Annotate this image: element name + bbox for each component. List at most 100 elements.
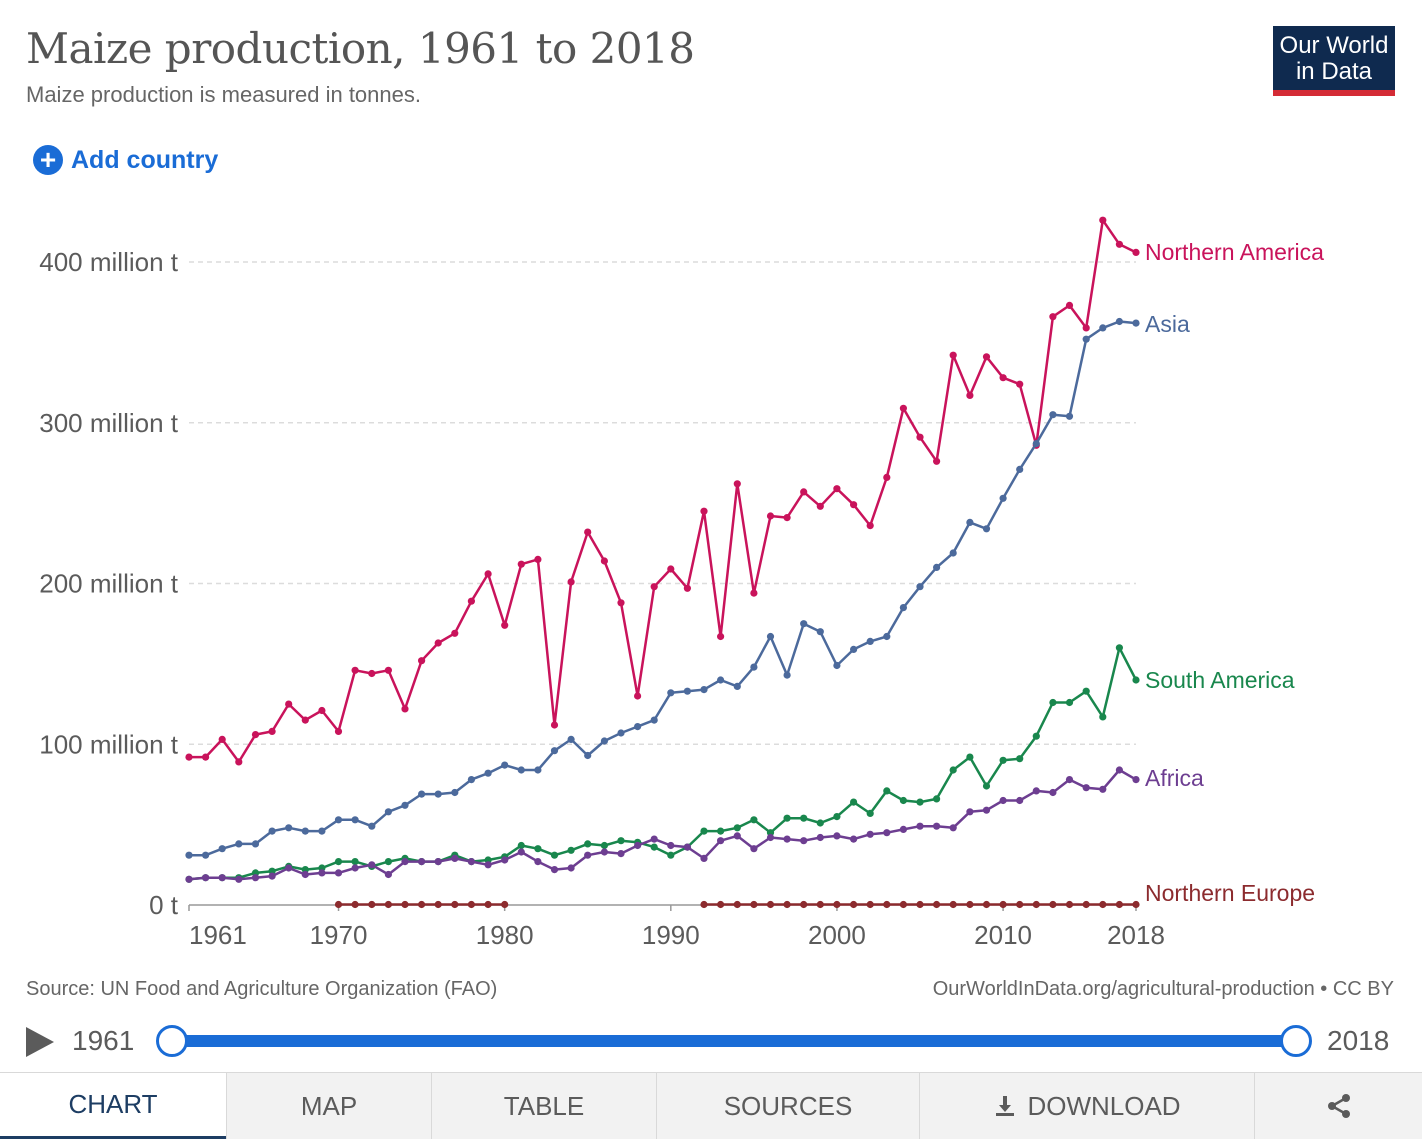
- data-point: [418, 790, 426, 798]
- timeline-end-handle[interactable]: [1280, 1025, 1312, 1057]
- data-point: [966, 518, 974, 527]
- tab-map[interactable]: MAP: [226, 1073, 431, 1139]
- data-point: [717, 827, 725, 835]
- y-tick-label: 300 million t: [39, 408, 179, 438]
- tab-share[interactable]: [1254, 1073, 1422, 1139]
- data-point: [285, 824, 293, 832]
- data-point: [1016, 796, 1024, 805]
- data-point: [866, 900, 874, 909]
- data-point: [1099, 713, 1107, 721]
- tab-table[interactable]: TABLE: [431, 1073, 656, 1139]
- data-point: [501, 761, 509, 769]
- data-point: [999, 494, 1007, 502]
- data-point: [733, 832, 741, 840]
- series-label: Africa: [1145, 765, 1204, 791]
- timeline-end-label: 2018: [1327, 1025, 1390, 1056]
- data-point: [916, 900, 924, 909]
- chart-subtitle: Maize production is measured in tonnes.: [26, 82, 421, 107]
- tab-chart[interactable]: CHART: [0, 1073, 226, 1139]
- data-point: [318, 827, 326, 835]
- owid-logo[interactable]: Our World in Data: [1273, 26, 1395, 96]
- data-point: [1032, 732, 1040, 740]
- data-point: [384, 858, 392, 866]
- data-point: [218, 735, 226, 744]
- data-point: [816, 819, 824, 827]
- data-point: [600, 737, 609, 745]
- data-point: [617, 599, 625, 607]
- data-point: [750, 589, 758, 597]
- tab-download[interactable]: DOWNLOAD: [919, 1073, 1254, 1139]
- data-point: [1065, 301, 1074, 309]
- data-point: [384, 870, 392, 879]
- add-country-button[interactable]: + Add country: [33, 145, 218, 175]
- y-tick-label: 200 million t: [39, 569, 179, 599]
- data-point: [1099, 216, 1107, 224]
- data-point: [966, 391, 974, 399]
- data-point: [368, 861, 376, 869]
- x-tick-label: 1990: [642, 920, 700, 950]
- data-point: [534, 845, 542, 853]
- data-point: [966, 900, 974, 909]
- series-label: Northern Europe: [1145, 880, 1315, 906]
- chart-title: Maize production, 1961 to 2018: [26, 24, 695, 73]
- data-point: [550, 721, 559, 729]
- add-country-label: Add country: [71, 145, 219, 174]
- data-point: [384, 666, 392, 674]
- data-point: [783, 835, 791, 843]
- data-point: [484, 900, 492, 909]
- data-point: [467, 858, 475, 866]
- data-point: [949, 351, 957, 359]
- data-point: [1049, 313, 1057, 321]
- data-point: [899, 825, 908, 834]
- data-point: [301, 716, 309, 724]
- data-point: [883, 787, 891, 795]
- data-point: [301, 827, 309, 835]
- data-point: [1065, 698, 1074, 707]
- data-point: [501, 621, 509, 629]
- data-point: [584, 528, 592, 536]
- data-point: [517, 560, 525, 568]
- data-point: [667, 851, 675, 859]
- data-point: [1099, 900, 1107, 909]
- y-tick-label: 400 million t: [39, 247, 179, 277]
- tab-sources[interactable]: SOURCES: [656, 1073, 919, 1139]
- data-point: [982, 353, 991, 361]
- data-point: [899, 604, 908, 612]
- data-point: [584, 851, 592, 859]
- data-point: [401, 900, 409, 909]
- data-point: [1032, 787, 1040, 795]
- data-point: [717, 837, 725, 845]
- data-point: [949, 766, 957, 774]
- timeline-track[interactable]: [170, 1035, 1295, 1047]
- data-point: [401, 801, 409, 809]
- data-point: [933, 563, 941, 572]
- timeline-start-handle[interactable]: [156, 1025, 188, 1057]
- data-point: [600, 841, 609, 850]
- data-point: [434, 900, 442, 909]
- data-point: [1132, 900, 1140, 909]
- data-point: [800, 620, 808, 628]
- source-url[interactable]: OurWorldInData.org/agricultural-producti…: [932, 978, 1394, 1000]
- data-point: [1065, 900, 1074, 909]
- play-icon[interactable]: [26, 1027, 54, 1057]
- data-point: [916, 798, 924, 806]
- data-point: [517, 766, 525, 774]
- data-point: [816, 628, 824, 636]
- data-point: [318, 869, 326, 877]
- data-point: [800, 488, 808, 496]
- data-point: [717, 676, 725, 684]
- data-point: [251, 874, 260, 882]
- data-point: [1082, 900, 1090, 909]
- share-icon: [1327, 1094, 1350, 1118]
- data-point: [567, 846, 575, 854]
- data-point: [334, 727, 343, 736]
- data-point: [368, 822, 376, 830]
- data-point: [949, 900, 957, 909]
- data-point: [683, 843, 692, 851]
- data-point: [418, 657, 426, 665]
- data-point: [899, 404, 908, 412]
- data-point: [800, 814, 808, 822]
- data-point: [966, 753, 974, 761]
- data-point: [982, 900, 991, 909]
- data-point: [484, 769, 492, 777]
